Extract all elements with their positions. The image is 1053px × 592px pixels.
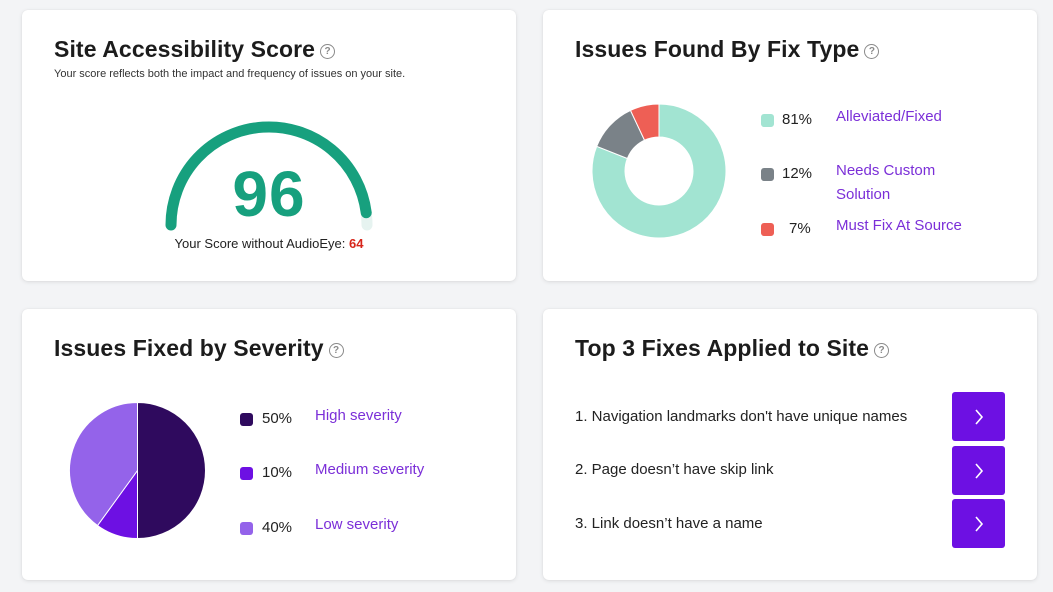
score-without-value: 64 bbox=[348, 236, 364, 251]
severity-pie-slice-3 bbox=[69, 402, 138, 527]
chevron-right-icon bbox=[974, 462, 983, 479]
fix-type-donut-slice-1 bbox=[591, 103, 727, 239]
legend-label[interactable]: High severity bbox=[315, 407, 402, 424]
fix-2-details-button[interactable] bbox=[952, 446, 1005, 495]
legend-swatch bbox=[240, 413, 253, 426]
score-without-label: Your Score without AudioEye: bbox=[174, 236, 346, 251]
help-icon[interactable]: ? bbox=[864, 44, 880, 59]
severity-legend: 50% High severity 10% Medium severity 40… bbox=[22, 309, 516, 580]
severity-pie-slice-1 bbox=[137, 402, 206, 539]
legend-label-line: Solution bbox=[836, 186, 891, 203]
fix-item-3: 3. Link doesn’t have a name bbox=[575, 515, 763, 532]
legend-label[interactable]: Medium severity bbox=[315, 461, 425, 478]
legend-label-line: Needs Custom bbox=[836, 162, 936, 179]
score-without-caption: Your Score without AudioEye: 64 bbox=[22, 236, 516, 251]
score-value: 96 bbox=[232, 158, 306, 230]
score-card-title-text: Site Accessibility Score bbox=[54, 36, 316, 62]
severity-card-title: Issues Fixed by Severity ? bbox=[54, 335, 344, 362]
fix-item-2: 2. Page doesn’t have skip link bbox=[575, 461, 774, 478]
legend-label[interactable]: Must Fix At Source bbox=[836, 214, 962, 238]
fix-type-donut-chart bbox=[591, 103, 727, 239]
fix-type-card-title: Issues Found By Fix Type ? bbox=[575, 36, 880, 63]
help-icon[interactable]: ? bbox=[328, 343, 344, 358]
fix-3-details-button[interactable] bbox=[952, 499, 1005, 548]
accessibility-score-card: Site Accessibility Score ? Your score re… bbox=[22, 10, 516, 281]
severity-card-title-text: Issues Fixed by Severity bbox=[54, 335, 324, 361]
top-fixes-card-title: Top 3 Fixes Applied to Site ? bbox=[575, 335, 890, 362]
severity-card: Issues Fixed by Severity ? 50% High seve… bbox=[22, 309, 516, 580]
legend-percent: 12% bbox=[782, 165, 813, 182]
fix-item-1: 1. Navigation landmarks don't have uniqu… bbox=[575, 408, 908, 425]
legend-percent: 10% bbox=[262, 464, 293, 481]
score-card-subtitle: Your score reflects both the impact and … bbox=[54, 68, 406, 80]
score-card-title: Site Accessibility Score ? bbox=[54, 36, 336, 63]
legend-label[interactable]: Low severity bbox=[315, 516, 399, 533]
chevron-right-icon bbox=[974, 408, 983, 425]
help-icon[interactable]: ? bbox=[320, 44, 336, 59]
legend-swatch bbox=[240, 522, 253, 535]
fix-type-legend: 81% Alleviated/Fixed 12% Needs Custom So… bbox=[543, 10, 1037, 281]
legend-swatch bbox=[761, 168, 774, 181]
legend-percent: 7% bbox=[789, 220, 811, 237]
gauge-fill bbox=[165, 121, 372, 231]
fix-type-card-title-text: Issues Found By Fix Type bbox=[575, 36, 860, 62]
legend-label[interactable]: Needs Custom Solution bbox=[836, 159, 935, 207]
legend-label-line: Alleviated/Fixed bbox=[836, 108, 942, 125]
fix-type-donut-slice-3 bbox=[629, 103, 660, 141]
fix-type-card: Issues Found By Fix Type ? 81% Alleviate… bbox=[543, 10, 1037, 281]
legend-label-line: Must Fix At Source bbox=[836, 217, 962, 234]
chevron-right-icon bbox=[974, 515, 983, 532]
legend-percent: 50% bbox=[262, 410, 293, 427]
score-gauge bbox=[165, 121, 373, 231]
fix-1-details-button[interactable] bbox=[952, 392, 1005, 441]
legend-percent: 81% bbox=[782, 111, 813, 128]
top-fixes-card-title-text: Top 3 Fixes Applied to Site bbox=[575, 335, 870, 361]
legend-label[interactable]: Alleviated/Fixed bbox=[836, 105, 942, 129]
legend-swatch bbox=[240, 467, 253, 480]
help-icon[interactable]: ? bbox=[874, 343, 890, 358]
severity-pie-chart bbox=[69, 402, 206, 539]
legend-swatch bbox=[761, 223, 774, 236]
legend-swatch bbox=[761, 114, 774, 127]
legend-percent: 40% bbox=[262, 519, 293, 536]
top-fixes-card: Top 3 Fixes Applied to Site ? 1. Navigat… bbox=[543, 309, 1037, 580]
